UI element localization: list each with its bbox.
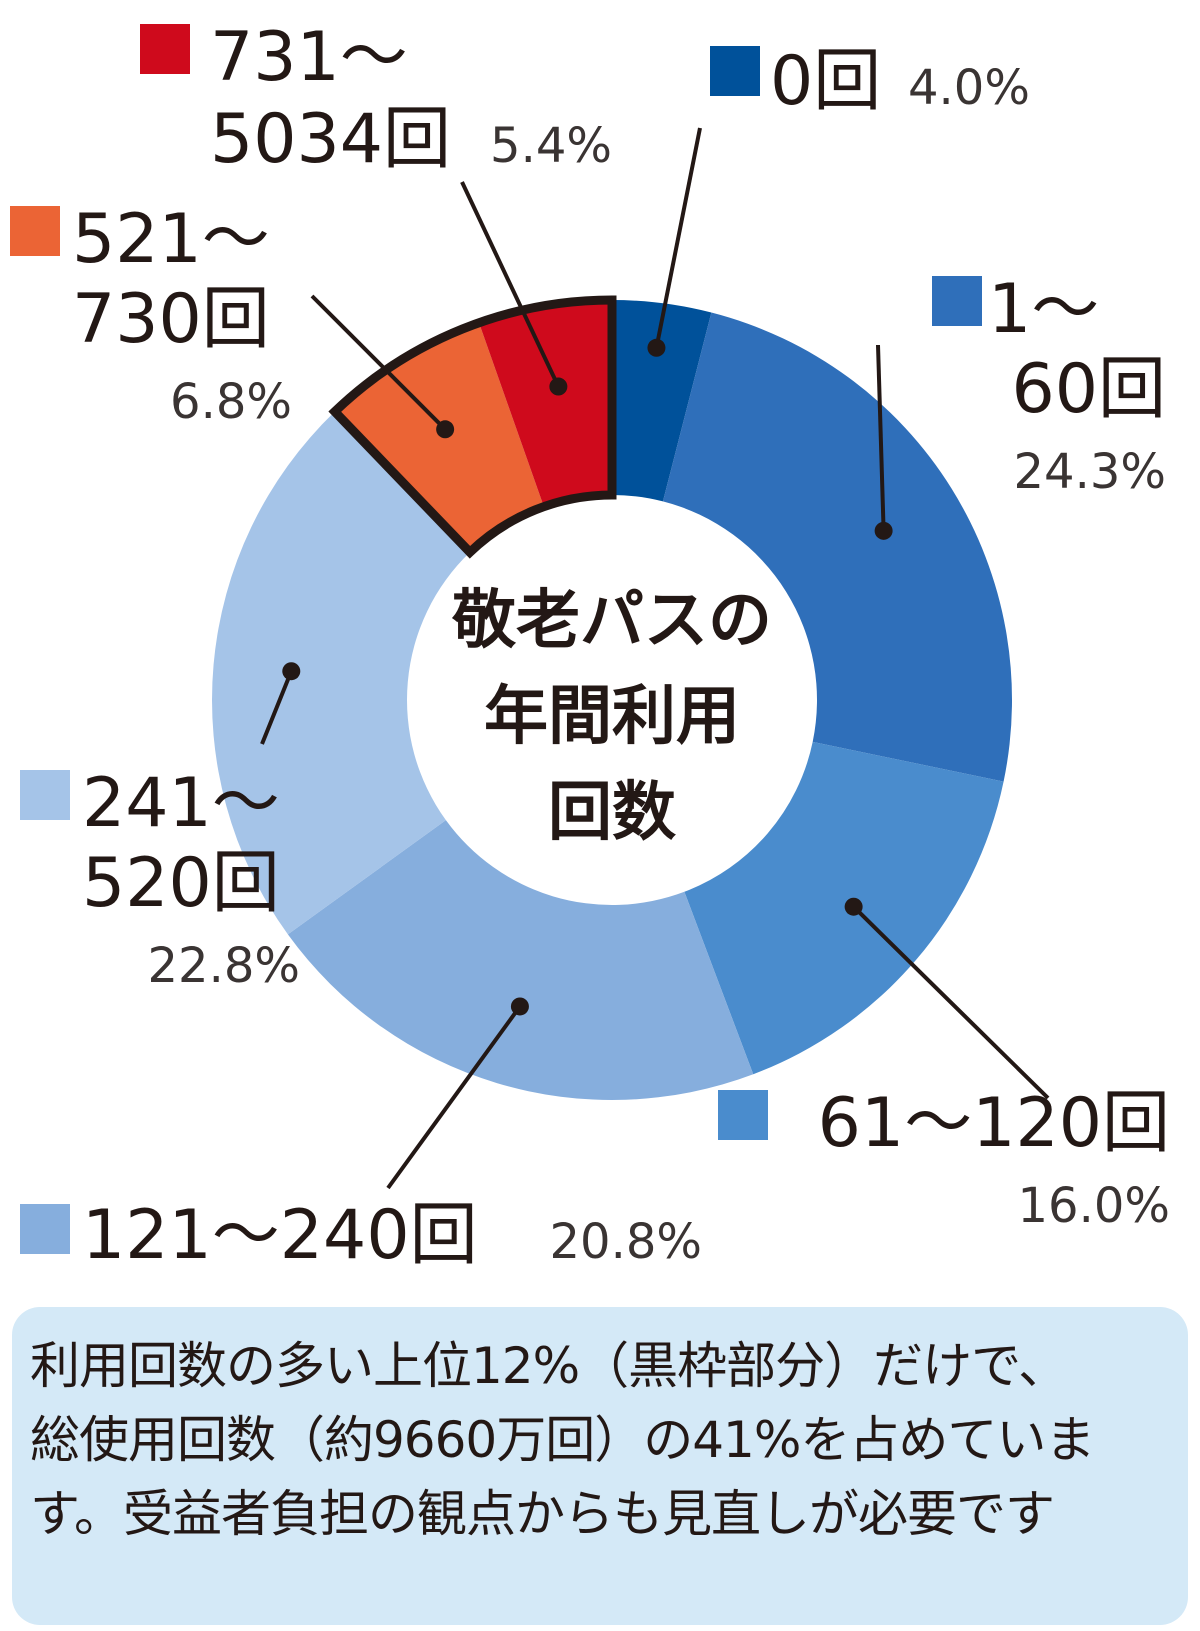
note-line-2: 総使用回数（約9660万回）の41%を占めていま (30, 1411, 1095, 1469)
value-label-4: 22.8% (148, 938, 300, 994)
leader-dot-3 (510, 997, 529, 1016)
highlight-border (328, 295, 617, 559)
value-label-1: 24.3% (1014, 444, 1166, 500)
leader-line-5 (310, 294, 447, 431)
value-label-0: 4.0% (908, 60, 1030, 116)
label-4-line-1: 241～ (82, 764, 280, 843)
label-1-line-1: 1～ (988, 270, 1099, 349)
value-label-2: 16.0% (1018, 1178, 1170, 1234)
swatch-2 (718, 1090, 768, 1140)
swatch-4 (20, 770, 70, 820)
swatch-6 (140, 24, 190, 74)
chart-slices (212, 300, 1012, 1100)
slice-3 (287, 820, 754, 1100)
leader-dot-0 (647, 338, 666, 357)
value-label-5: 6.8% (170, 374, 292, 430)
slice-0 (612, 300, 712, 502)
label-5-line-2: 730回 (72, 280, 270, 359)
value-label-3: 20.8% (550, 1214, 702, 1270)
leader-dot-5 (436, 420, 455, 439)
slice-4 (212, 411, 470, 935)
swatch-0 (710, 46, 760, 96)
slice-1 (662, 312, 1012, 782)
center-title-line-2: 年間利用 (484, 680, 740, 754)
leader-line-6 (460, 181, 561, 388)
label-6-line-2: 5034回 (210, 100, 451, 179)
leader-line-1 (876, 344, 886, 531)
leader-dot-2 (844, 897, 863, 916)
leader-line-2 (852, 905, 1050, 1100)
leader-lines (260, 127, 1050, 1190)
label-5-line-1: 521～ (72, 200, 270, 279)
leader-dot-1 (874, 521, 893, 540)
swatch-1 (932, 276, 982, 326)
slice-6 (479, 300, 612, 507)
leader-dot-6 (549, 377, 568, 396)
label-1-line-2: 60回 (1011, 350, 1166, 429)
slice-5 (334, 322, 544, 553)
label-4-line-2: 520回 (82, 844, 280, 923)
label-0: 0回 (770, 42, 881, 121)
center-title-line-1: 敬老パスの (451, 584, 772, 658)
label-6-line-1: 731～ (210, 18, 408, 97)
label-3: 121～240回 (82, 1196, 478, 1275)
leader-line-3 (386, 1005, 522, 1190)
swatch-3 (20, 1204, 70, 1254)
value-label-6: 5.4% (490, 118, 612, 174)
note-line-3: す。受益者負担の観点からも見直しが必要です (30, 1485, 1055, 1543)
donut-chart: 敬老パスの 年間利用 回数 0回 4.0% 1～ 60回 24.3% 61～12… (10, 18, 1170, 1275)
legend-swatches (10, 24, 982, 1254)
label-2: 61～120回 (818, 1084, 1170, 1163)
note-line-1: 利用回数の多い上位12%（黒枠部分）だけで、 (30, 1337, 1068, 1395)
leader-line-0 (654, 127, 702, 349)
swatch-5 (10, 206, 60, 256)
leader-dot-4 (282, 662, 301, 681)
leader-line-4 (260, 670, 294, 745)
note-box: 利用回数の多い上位12%（黒枠部分）だけで、 総使用回数（約9660万回）の41… (12, 1307, 1188, 1625)
highlight-group (328, 295, 617, 559)
slice-2 (684, 741, 1004, 1075)
center-title-line-3: 回数 (548, 776, 676, 850)
